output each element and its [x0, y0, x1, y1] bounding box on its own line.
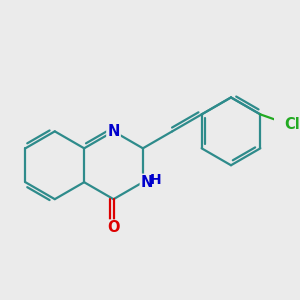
Text: H: H: [150, 172, 162, 187]
Text: O: O: [107, 220, 120, 236]
Text: N: N: [107, 124, 120, 139]
Text: Cl: Cl: [284, 117, 300, 132]
Text: N: N: [141, 175, 153, 190]
